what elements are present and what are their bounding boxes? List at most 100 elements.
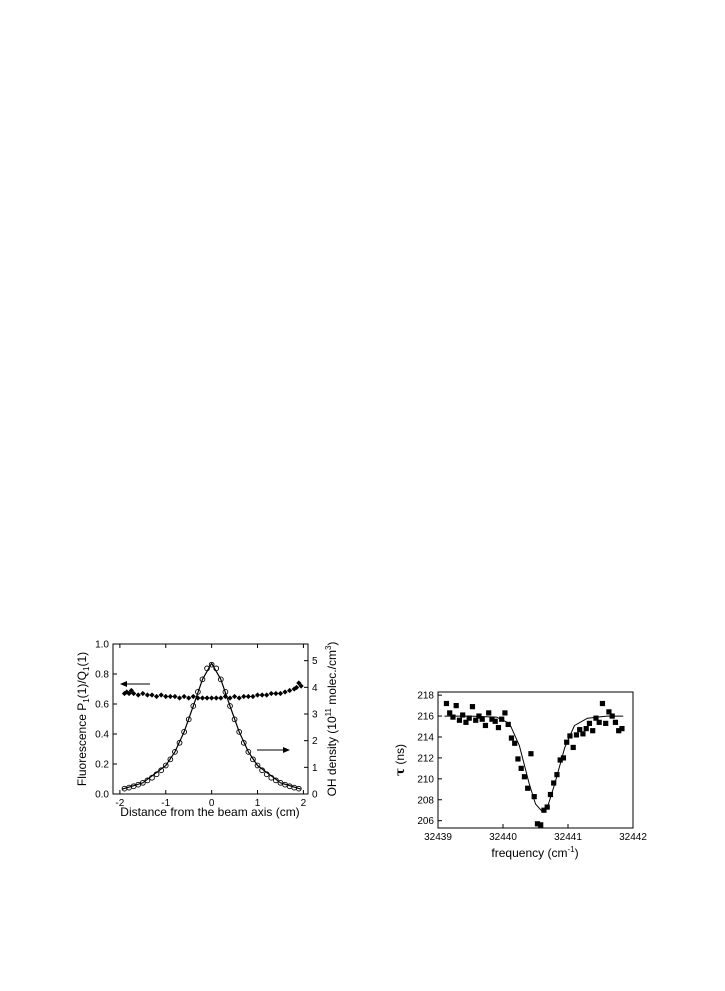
circle-point (153, 771, 160, 778)
square-point (570, 744, 576, 751)
square-point (473, 717, 479, 723)
x-tick-label-left-1: -1 (161, 798, 170, 809)
diamond-point (254, 692, 261, 698)
circle-point (222, 689, 229, 695)
marks-group-right (443, 700, 625, 828)
circle-point (204, 665, 210, 672)
circle-point (268, 774, 275, 781)
x-tick-label-left-4: 2 (301, 798, 307, 809)
diamond-point (293, 684, 300, 691)
y-tick-label-tau-5: 216 (417, 712, 434, 723)
y-tick-label-right-1: 1 (312, 763, 318, 774)
y-tick-label-tau-1: 208 (417, 795, 434, 806)
circle-point (250, 756, 256, 763)
square-point (502, 710, 508, 716)
square-point (531, 794, 537, 800)
diamond-point (231, 693, 238, 700)
square-point (476, 713, 482, 719)
square-point (525, 785, 531, 791)
circle-point (273, 777, 279, 784)
y-tick-label-tau-2: 210 (417, 774, 434, 785)
circle-point (144, 777, 151, 784)
square-point (521, 774, 528, 780)
x-tick-label-right-2: 32441 (554, 832, 582, 843)
square-point (557, 757, 563, 763)
square-point (616, 728, 622, 734)
plot-frame-right (437, 691, 634, 829)
square-point (560, 755, 567, 761)
square-point (590, 728, 596, 734)
diamond-point (250, 693, 256, 700)
y-tick-label-left-5: 1.0 (95, 640, 109, 651)
diamond-point (128, 687, 134, 694)
square-point (505, 721, 511, 728)
square-point (551, 780, 557, 786)
square-point (606, 709, 612, 715)
diamond-point (298, 683, 304, 689)
circle-point (139, 779, 146, 786)
square-point (492, 718, 498, 724)
arrow-right-axis (257, 747, 290, 753)
y-tick-label-left-4: 0.8 (95, 670, 109, 681)
diamond-point (176, 695, 183, 701)
circle-point (167, 756, 174, 763)
diamond-point (181, 693, 187, 700)
diamond-point (209, 695, 215, 701)
diamond-point (287, 687, 293, 694)
square-point (538, 822, 544, 828)
square-point (586, 720, 593, 726)
x-tick-label-right-0: 32439 (424, 832, 452, 843)
y-tick-label-tau-3: 212 (417, 753, 434, 764)
diamond-point (236, 695, 242, 701)
circle-point (295, 785, 302, 792)
square-point (453, 703, 459, 709)
circle-point (208, 661, 215, 668)
diamond-point (163, 693, 169, 700)
x-tick-label-left-0: -2 (115, 798, 124, 809)
square-point (580, 731, 586, 737)
circle-point (176, 739, 183, 746)
y-tick-label-tau-0: 206 (417, 816, 434, 827)
square-point (447, 710, 453, 716)
y-tick-label-tau-4: 214 (417, 732, 434, 743)
marks-group-left (121, 661, 304, 792)
y-tick-label-right-0: 0 (312, 790, 318, 801)
diamond-point (172, 693, 178, 700)
square-point (567, 733, 573, 739)
x-tick-label-left-3: 1 (255, 798, 261, 809)
diamond-point (190, 693, 196, 700)
square-point (512, 740, 518, 746)
y-tick-label-left-3: 0.6 (95, 700, 109, 711)
arrow-left-axis (120, 681, 150, 687)
diamond-point (259, 692, 265, 698)
square-point (534, 821, 541, 827)
square-point (544, 804, 550, 810)
square-point (593, 715, 599, 721)
circle-point (190, 703, 197, 709)
diamond-point (149, 692, 155, 698)
diamond-point (195, 695, 201, 701)
square-point (456, 717, 463, 723)
circle-point (259, 767, 265, 774)
square-point (583, 726, 589, 732)
x-axis-title-left: Distance from the beam axis (cm) (120, 805, 299, 819)
square-point (599, 700, 606, 707)
square-point (489, 716, 495, 722)
diamond-point (186, 695, 192, 701)
square-point (518, 765, 524, 771)
square-point (482, 722, 489, 729)
diamond-point (167, 693, 173, 700)
circle-point (213, 665, 220, 672)
x-tick-label-right-3: 32442 (619, 832, 647, 843)
circle-point (227, 703, 233, 709)
diamond-point (135, 692, 141, 698)
diamond-point (153, 693, 160, 700)
diamond-point (227, 695, 233, 701)
diamond-point (296, 680, 302, 686)
diamond-point (144, 692, 151, 698)
y-tick-label-right-4: 4 (312, 683, 318, 694)
square-point (554, 772, 560, 778)
y-axis-title-tau: τ (ns) (393, 744, 407, 776)
square-point (564, 739, 570, 745)
y-tick-label-left-0: 0.0 (95, 790, 109, 801)
